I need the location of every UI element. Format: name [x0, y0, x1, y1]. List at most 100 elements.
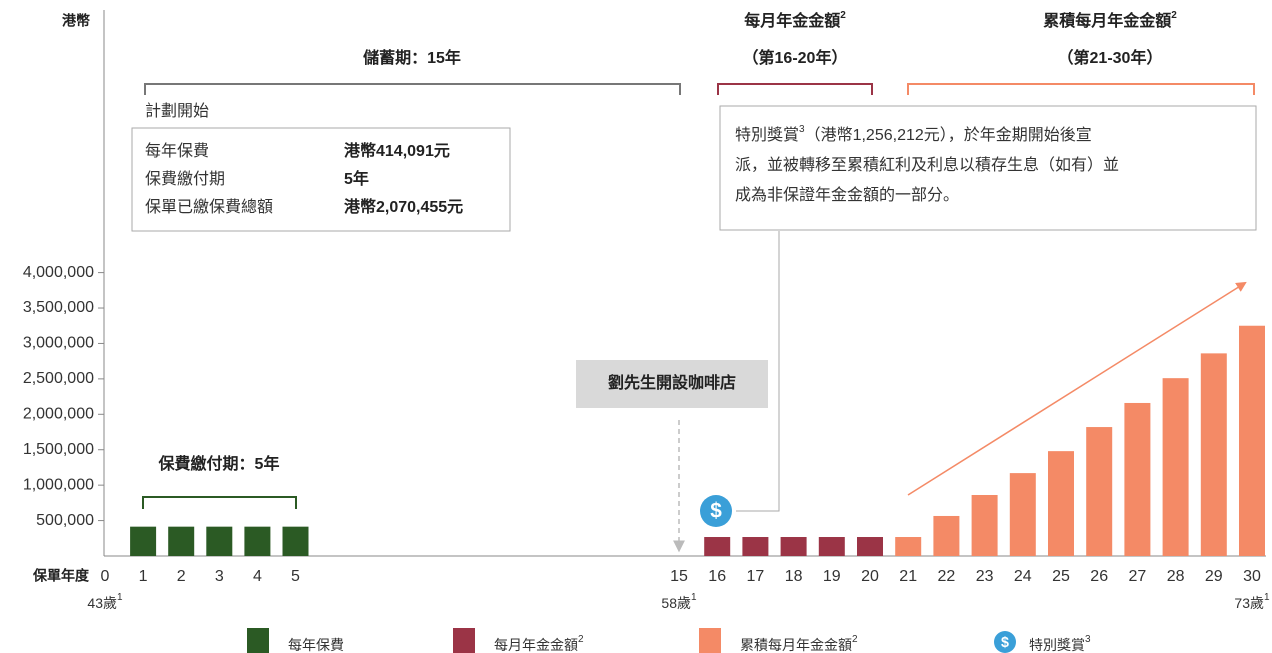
bonus-icon — [994, 631, 1016, 653]
bar — [168, 526, 195, 556]
x-tick-label: 2 — [177, 568, 186, 585]
x-tick-label: 30 — [1243, 568, 1261, 585]
text-part: 儲蓄期：15年 — [362, 48, 461, 67]
text-part: 每年保費 — [288, 637, 344, 653]
legend-swatch — [453, 628, 475, 653]
legend-swatch — [247, 628, 269, 653]
bar — [1162, 378, 1189, 556]
x-tick-label: 16 — [708, 568, 726, 585]
text-part: 累積每月年金金額 — [1043, 11, 1171, 30]
age-label: 43歲1 — [87, 592, 123, 611]
label: 港幣414,091元 — [344, 141, 450, 160]
age-label: 58歲1 — [661, 592, 697, 611]
text-part: 每月年金金額 — [744, 11, 840, 30]
bar — [244, 526, 271, 556]
superscript: 1 — [1264, 592, 1270, 603]
y-tick-label: 500,000 — [36, 512, 94, 529]
label: 每年保費 — [145, 142, 209, 160]
x-tick-label: 29 — [1205, 568, 1223, 585]
trend-arrow — [907, 281, 1247, 496]
bonus-icon-symbol: $ — [1001, 635, 1009, 651]
bonus-icon — [700, 495, 732, 527]
label: 5年 — [344, 169, 369, 188]
text-part: 保費繳付期：5年 — [158, 454, 280, 473]
bar — [206, 526, 233, 556]
superscript: 2 — [578, 634, 584, 645]
text-part: 港幣2,070,455元 — [344, 197, 463, 216]
label: （第16-20年） — [743, 48, 848, 67]
bar — [1086, 427, 1113, 556]
text-part: 港幣414,091元 — [344, 141, 450, 160]
text-part: （第21-30年） — [1058, 48, 1163, 67]
text-part: 每年保費 — [145, 142, 209, 160]
text-part: 73歲 — [1234, 595, 1264, 611]
bar — [282, 526, 309, 556]
x-label: 保單年度 — [32, 568, 90, 584]
superscript: 3 — [799, 124, 805, 135]
text-part: 派，並被轉移至累積紅利及利息以積存生息（如有）並 — [735, 156, 1119, 174]
plan-box — [131, 127, 511, 232]
bar — [1124, 402, 1151, 556]
bracket — [142, 496, 297, 509]
x-tick-label: 26 — [1090, 568, 1108, 585]
label: 計劃開始 — [145, 102, 209, 120]
text-part: 成為非保證年金金額的一部分。 — [735, 186, 959, 204]
y-tick-label: 1,000,000 — [23, 476, 94, 493]
text-part: 每月年金金額 — [494, 637, 578, 653]
x-tick-label: 25 — [1052, 568, 1070, 585]
legend-swatch — [699, 628, 721, 653]
superscript: 3 — [1085, 634, 1091, 645]
x-tick-label: 24 — [1014, 568, 1032, 585]
age-label: 73歲1 — [1234, 592, 1270, 611]
bonus-box — [719, 105, 1257, 231]
y-tick-label: 4,000,000 — [23, 264, 94, 281]
x-tick-label: 27 — [1129, 568, 1147, 585]
bar — [818, 537, 845, 556]
legend-label: 每月年金金額2 — [494, 634, 584, 653]
label: 保費繳付期：5年 — [158, 454, 280, 473]
text-part: 劉先生開設咖啡店 — [608, 373, 736, 392]
superscript: 2 — [840, 10, 846, 21]
y-tick-label: 3,000,000 — [23, 335, 94, 352]
text-part: 43歲 — [87, 595, 117, 611]
text-part: 保費繳付期 — [145, 170, 225, 188]
bracket — [907, 83, 1255, 95]
text-part: 5年 — [344, 169, 369, 188]
label: （第21-30年） — [1058, 48, 1163, 67]
bar — [742, 537, 769, 556]
text-part: 累積每月年金金額 — [740, 637, 852, 653]
y-tick-label: 1,500,000 — [23, 441, 94, 458]
text-part: 特別獎賞 — [1029, 637, 1085, 653]
x-tick-label: 19 — [823, 568, 841, 585]
label: 保單已繳保費總額 — [145, 198, 273, 216]
bar — [130, 526, 157, 556]
legend-label: 累積每月年金金額2 — [740, 634, 858, 653]
text-part: 特別獎賞 — [735, 126, 799, 144]
label: 派，並被轉移至累積紅利及利息以積存生息（如有）並 — [735, 156, 1119, 174]
x-tick-label: 22 — [938, 568, 956, 585]
label: 特別獎賞3（港幣1,256,212元），於年金期開始後宣 — [735, 124, 1092, 145]
text-part: （港幣1,256,212元），於年金期開始後宣 — [805, 126, 1092, 144]
bar — [1200, 353, 1227, 556]
legend-label: 特別獎賞3 — [1029, 634, 1091, 653]
x-tick-label: 15 — [670, 568, 688, 585]
superscript: 1 — [691, 592, 697, 603]
label: 每月年金金額2 — [744, 10, 846, 31]
x-tick-label: 20 — [861, 568, 879, 585]
bar — [1009, 473, 1036, 556]
y-tick-label: 2,500,000 — [23, 370, 94, 387]
bar — [780, 537, 807, 556]
bar — [704, 537, 731, 556]
text-part: 保單已繳保費總額 — [145, 198, 273, 216]
y-unit: 港幣 — [62, 13, 90, 29]
x-tick-label: 28 — [1167, 568, 1185, 585]
superscript: 2 — [852, 634, 858, 645]
label: 保費繳付期 — [145, 170, 225, 188]
text-part: 58歲 — [661, 595, 691, 611]
event-box — [576, 360, 768, 408]
x-tick-label: 21 — [899, 568, 917, 585]
x-tick-label: 4 — [253, 568, 262, 585]
x-tick-label: 5 — [291, 568, 300, 585]
y-tick-label: 2,000,000 — [23, 406, 94, 423]
